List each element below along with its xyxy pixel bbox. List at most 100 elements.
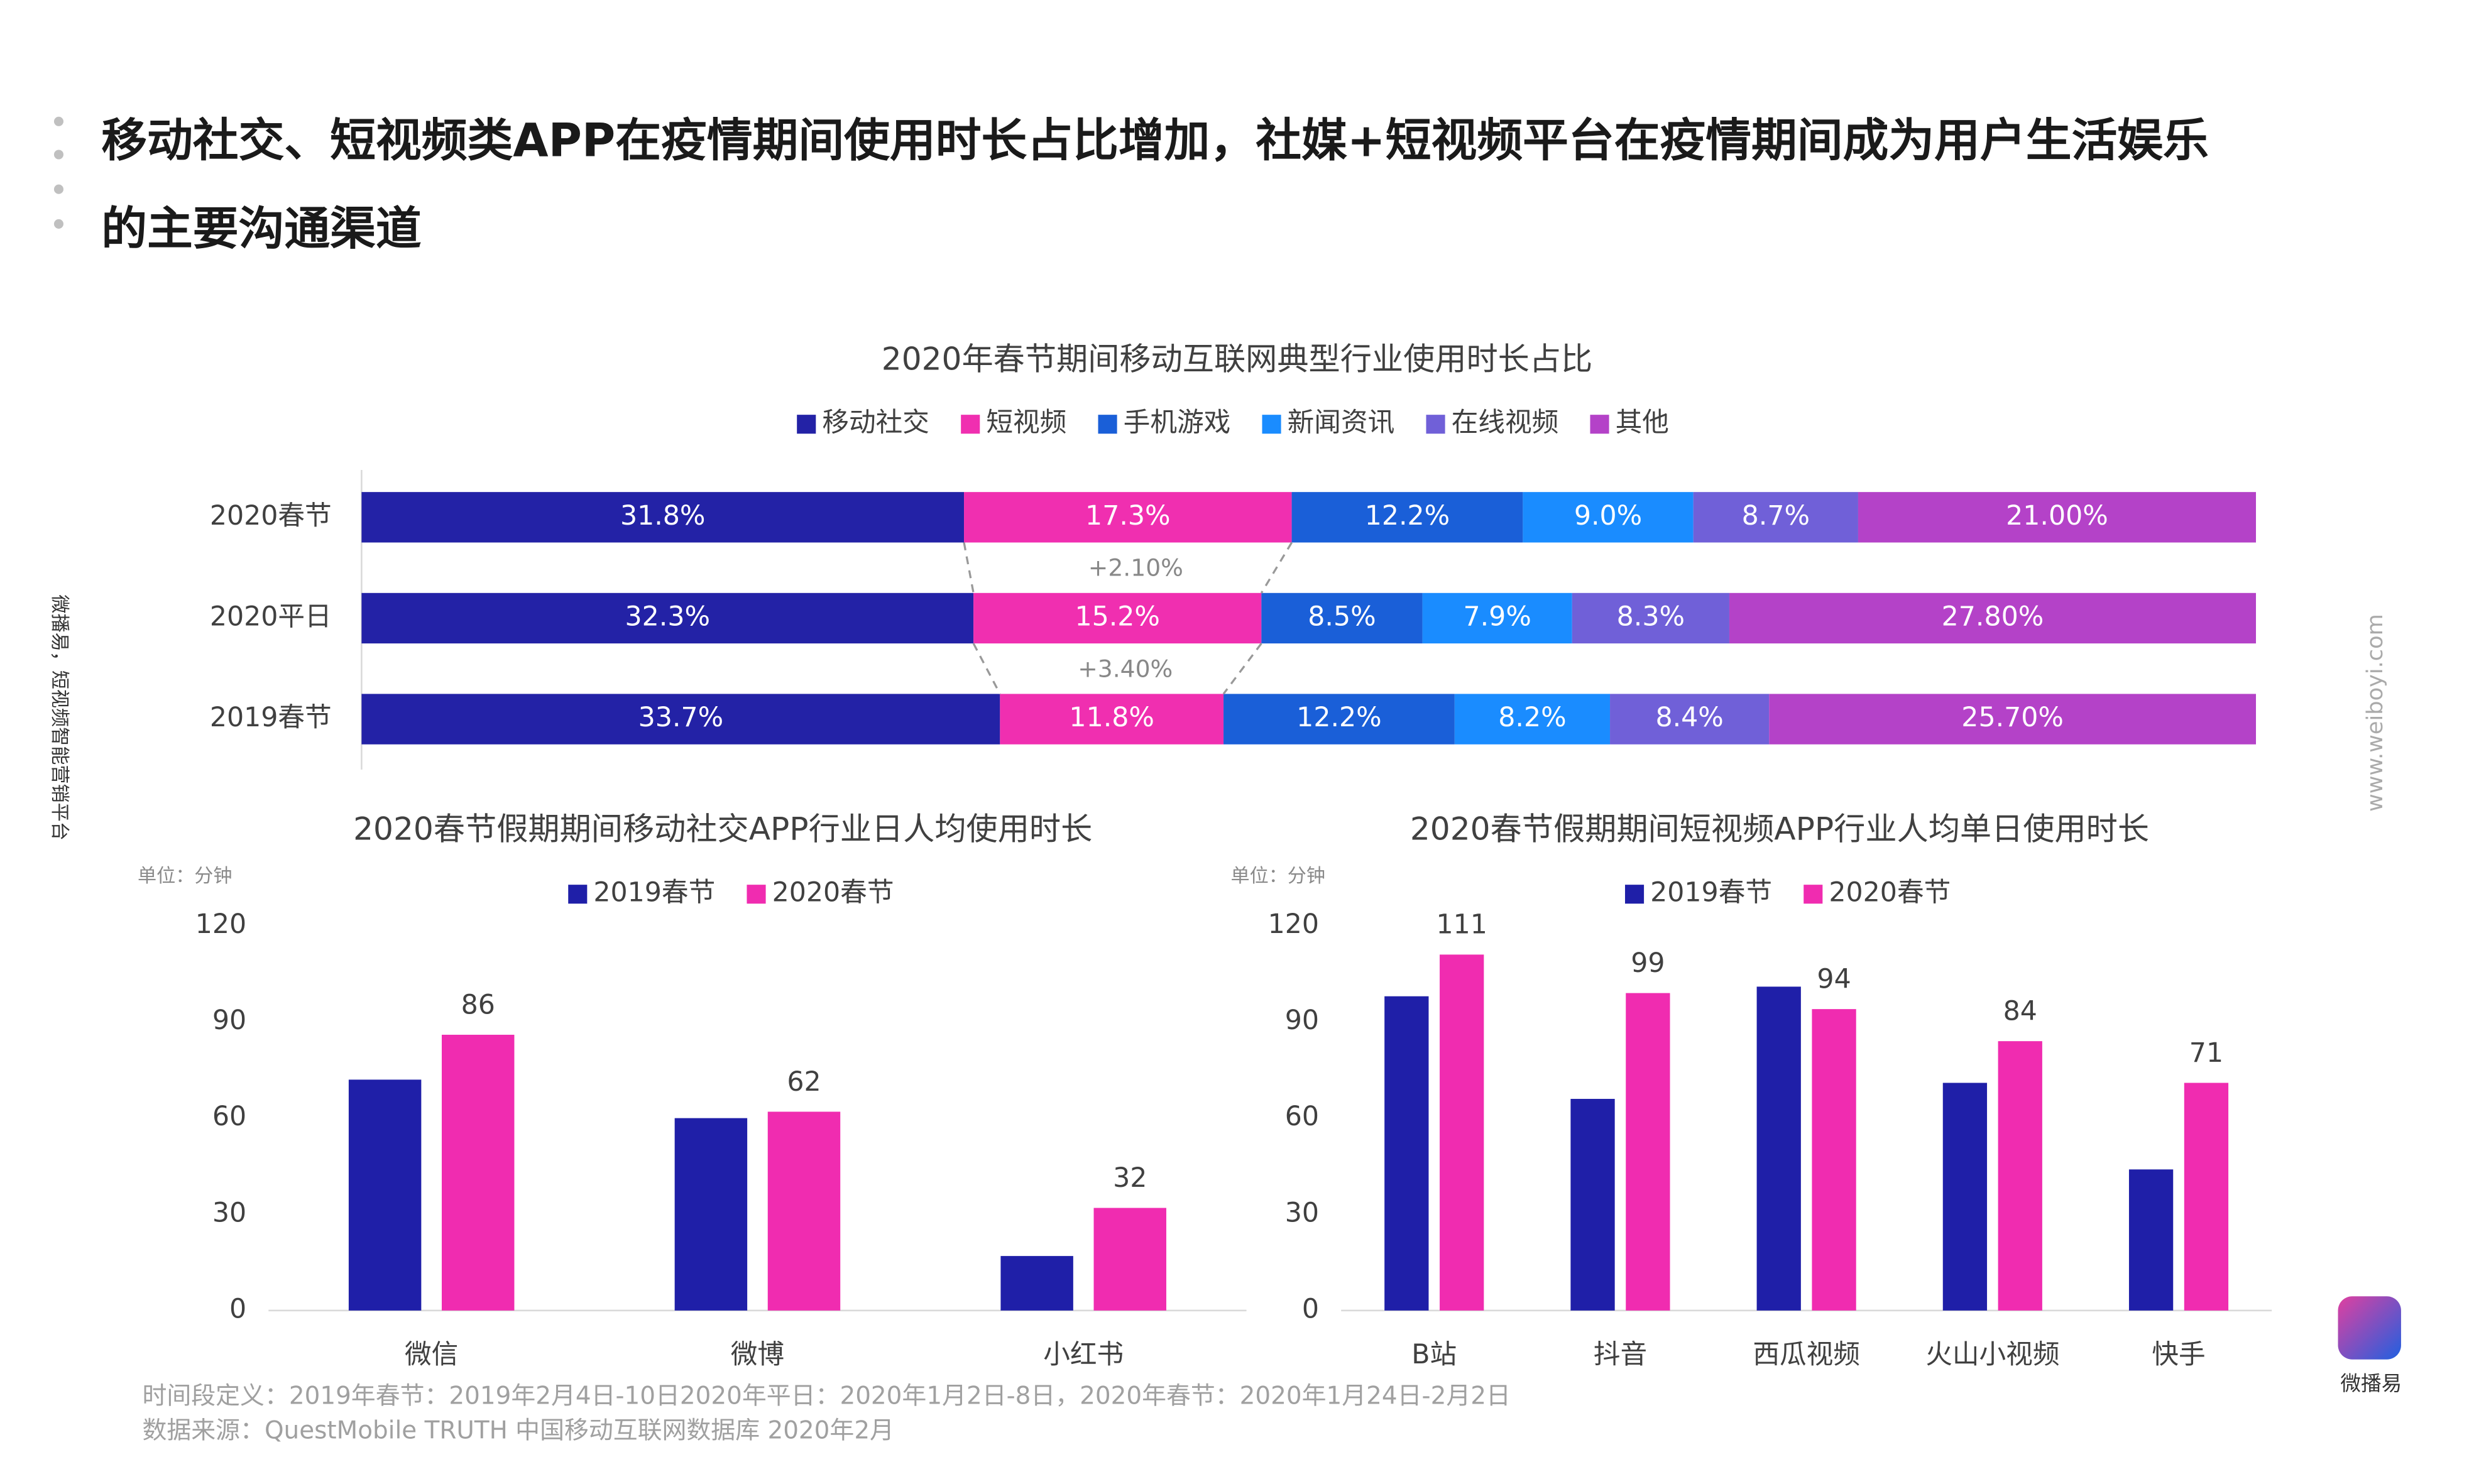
y-tick-label: 30 [212, 1197, 246, 1228]
x-tick-label: 快手 [2152, 1339, 2205, 1370]
bar-segment [1291, 492, 1523, 543]
data-label: 7.9% [1463, 601, 1531, 632]
bullet [53, 184, 63, 194]
x-tick-label: 火山小视频 [1925, 1339, 2059, 1370]
x-tick-label: 西瓜视频 [1753, 1339, 1860, 1370]
bar [441, 1034, 515, 1311]
legend-label: 新闻资讯 [1288, 407, 1395, 439]
logo-icon [2338, 1296, 2401, 1360]
legend-label: 2020春节 [772, 877, 894, 908]
bar-segment [1769, 694, 2257, 745]
footnote: 数据来源：QuestMobile TRUTH 中国移动互联网数据库 2020年2… [142, 1417, 894, 1445]
bar-segment [973, 592, 1262, 644]
data-label: 8.4% [1655, 702, 1723, 733]
legend-label: 短视频 [986, 407, 1066, 439]
data-label: 71 [2189, 1037, 2223, 1069]
bar-segment [1000, 694, 1224, 745]
page-title: 的主要沟通渠道 [101, 202, 421, 256]
data-label: 62 [787, 1066, 821, 1098]
x-tick-label: 微信 [405, 1339, 458, 1370]
y-tick-label: 0 [1302, 1293, 1319, 1324]
legend-swatch [1590, 415, 1609, 434]
y-tick-label: 30 [1285, 1197, 1319, 1228]
bar [1998, 1041, 2042, 1311]
legend-label: 2020春节 [1829, 877, 1951, 908]
x-tick-label: 微博 [731, 1339, 784, 1370]
legend-label: 移动社交 [822, 407, 929, 439]
bullet [53, 116, 63, 126]
bar-segment [1572, 592, 1729, 644]
bar-segment [964, 492, 1292, 543]
bar [1756, 986, 1801, 1311]
bar [348, 1079, 422, 1311]
chart-title: 2020春节假期期间短视频APP行业人均单日使用时长 [1410, 810, 2149, 847]
data-label: 12.2% [1296, 702, 1382, 733]
bar-segment [1858, 492, 2257, 543]
bullet [53, 150, 63, 160]
bar-segment [361, 492, 965, 543]
data-label: 11.8% [1069, 702, 1154, 733]
page-title: 移动社交、短视频类APP在疫情期间使用时长占比增加，社媒+短视频平台在疫情期间成… [101, 114, 2209, 167]
bar [1626, 993, 1670, 1311]
bar [674, 1118, 748, 1311]
bar-segment [1693, 492, 1858, 543]
y-tick-label: 90 [212, 1005, 246, 1036]
bar [2128, 1169, 2174, 1311]
data-label: 27.80% [1942, 601, 2044, 632]
data-label: 31.8% [620, 500, 706, 532]
data-label: 25.70% [1961, 702, 2064, 733]
legend-swatch [1098, 415, 1117, 434]
legend-label: 2019春节 [1650, 877, 1772, 908]
y-tick-label: 120 [195, 908, 246, 940]
annotation: +2.10% [1088, 554, 1183, 582]
y-tick-label: 2020平日 [210, 601, 332, 632]
legend-swatch [747, 885, 766, 904]
data-label: 33.7% [638, 702, 724, 733]
bar-segment [361, 694, 1000, 745]
bar-segment [1454, 694, 1611, 745]
footnote: 时间段定义：2019年春节：2019年2月4日-10日2020年平日：2020年… [142, 1382, 1510, 1410]
bar [1384, 996, 1429, 1311]
bar [2184, 1083, 2229, 1311]
connector [972, 643, 1001, 695]
y-tick-label: 60 [212, 1101, 246, 1132]
bar [767, 1111, 841, 1311]
annotation: +3.40% [1078, 655, 1173, 682]
bar-segment [1261, 592, 1423, 644]
side-text: 微播易，短视频智能营销平台 [48, 594, 70, 840]
legend-swatch [1804, 885, 1823, 904]
legend-swatch [1624, 885, 1645, 904]
y-tick-label: 90 [1285, 1005, 1319, 1036]
bar-segment [1523, 492, 1694, 543]
bar [1812, 1009, 1856, 1311]
data-label: 9.0% [1574, 500, 1642, 532]
chart-title: 2020年春节期间移动互联网典型行业使用时长占比 [882, 340, 1592, 377]
data-label: 17.3% [1085, 500, 1171, 532]
legend-label: 其他 [1616, 407, 1669, 439]
bar-segment [361, 592, 974, 644]
unit-label: 单位：分钟 [1230, 865, 1325, 887]
url-text: www.weiboyi.com [2362, 614, 2388, 812]
data-label: 12.2% [1365, 500, 1450, 532]
legend-label: 2019春节 [593, 877, 715, 908]
y-tick-label: 120 [1268, 908, 1319, 940]
bar-segment [1610, 694, 1770, 745]
data-label: 32 [1113, 1162, 1147, 1194]
data-label: 84 [2003, 995, 2037, 1027]
legend-label: 在线视频 [1452, 407, 1559, 439]
data-label: 94 [1817, 963, 1851, 995]
bar [1570, 1099, 1615, 1311]
connector [1222, 643, 1262, 695]
y-tick-label: 2019春节 [210, 702, 332, 733]
connector [1260, 542, 1293, 594]
legend-swatch [961, 415, 980, 434]
data-label: 8.2% [1498, 702, 1566, 733]
bar [1000, 1256, 1073, 1311]
data-label: 111 [1436, 909, 1487, 941]
legend-swatch [797, 415, 816, 434]
chart-title: 2020春节假期期间移动社交APP行业日人均使用时长 [353, 810, 1092, 847]
bar-segment [1422, 592, 1572, 644]
data-label: 32.3% [625, 601, 711, 632]
y-tick-label: 0 [229, 1293, 246, 1324]
